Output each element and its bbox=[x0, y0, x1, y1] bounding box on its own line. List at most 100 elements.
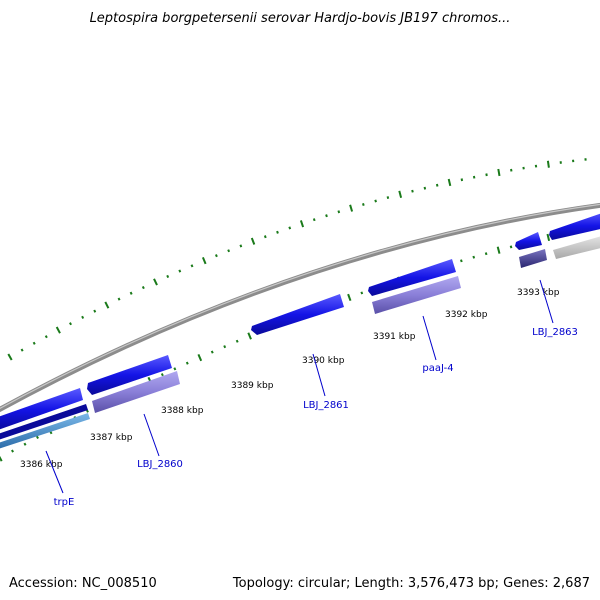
major-tick bbox=[247, 332, 252, 340]
minor-tick bbox=[510, 168, 513, 172]
minor-tick bbox=[20, 348, 24, 352]
major-tick bbox=[197, 353, 203, 362]
major-tick bbox=[153, 278, 158, 286]
minor-tick bbox=[86, 409, 89, 413]
minor-tick bbox=[190, 264, 194, 268]
major-tick bbox=[0, 455, 3, 462]
minor-tick bbox=[484, 252, 488, 256]
position-label: 3390 kbp bbox=[302, 356, 345, 366]
major-tick bbox=[347, 293, 352, 302]
minor-tick bbox=[239, 244, 243, 248]
gene-reverse-LBJ_2863[interactable] bbox=[519, 249, 547, 268]
major-tick bbox=[398, 190, 403, 198]
minor-tick bbox=[160, 373, 164, 377]
minor-tick bbox=[36, 435, 39, 439]
gene-reverse-trpE-lower[interactable] bbox=[0, 413, 90, 450]
minor-tick bbox=[129, 291, 133, 295]
major-tick bbox=[546, 160, 550, 168]
minor-tick bbox=[263, 235, 267, 239]
position-labels: 3386 kbp 3387 kbp 3388 kbp 3389 kbp 3390… bbox=[20, 288, 560, 470]
minor-tick bbox=[11, 449, 14, 453]
major-tick bbox=[7, 353, 13, 361]
minor-tick bbox=[185, 361, 189, 365]
gene-forward-trpE[interactable] bbox=[0, 388, 83, 431]
position-label: 3393 kbp bbox=[517, 288, 560, 298]
major-tick bbox=[201, 257, 207, 265]
minor-tick bbox=[32, 341, 36, 345]
minor-tick bbox=[223, 345, 227, 349]
gene-label-leaders bbox=[45, 279, 554, 494]
major-tick bbox=[546, 233, 551, 242]
minor-tick bbox=[312, 218, 316, 222]
minor-tick bbox=[435, 183, 439, 187]
minor-tick bbox=[214, 254, 218, 258]
minor-tick bbox=[81, 315, 85, 319]
forward-strand-genes bbox=[0, 212, 600, 431]
minor-tick bbox=[411, 189, 414, 193]
map-title: Leptospira borgpetersenii serovar Hardjo… bbox=[90, 11, 511, 26]
minor-tick bbox=[210, 350, 214, 354]
major-tick bbox=[55, 326, 61, 334]
gene-label-LBJ_2860[interactable]: LBJ_2860 bbox=[137, 459, 183, 470]
minor-tick bbox=[44, 335, 48, 339]
minor-tick bbox=[276, 230, 279, 234]
minor-tick bbox=[227, 249, 231, 253]
minor-tick bbox=[93, 309, 97, 313]
major-tick bbox=[299, 220, 305, 228]
chromosome-backbone-highlight bbox=[0, 203, 600, 409]
minor-tick bbox=[69, 322, 72, 326]
minor-tick bbox=[178, 269, 182, 273]
major-tick bbox=[497, 168, 501, 177]
minor-tick bbox=[485, 173, 488, 177]
gene-forward-paaJ-4[interactable] bbox=[368, 259, 456, 296]
minor-tick bbox=[374, 199, 377, 203]
gene-label-trpE[interactable]: trpE bbox=[54, 497, 75, 508]
gene-forward-small[interactable] bbox=[515, 232, 542, 250]
major-tick bbox=[349, 204, 354, 212]
gene-label-paaJ-4[interactable]: paaJ-4 bbox=[422, 363, 453, 374]
leader-line-paaJ-4 bbox=[422, 315, 437, 361]
inner-tick-track bbox=[0, 227, 587, 462]
gene-reverse-LBJ_2860[interactable] bbox=[92, 371, 180, 413]
minor-tick bbox=[325, 214, 328, 218]
position-label: 3391 kbp bbox=[373, 332, 416, 342]
position-label: 3388 kbp bbox=[161, 406, 204, 416]
minor-tick bbox=[173, 367, 177, 371]
major-tick bbox=[104, 301, 110, 309]
gene-labels: trpE LBJ_2860 LBJ_2861 paaJ-4 LBJ_2863 bbox=[54, 327, 578, 508]
accession-text: Accession: NC_008510 bbox=[9, 576, 157, 591]
gene-label-LBJ_2863[interactable]: LBJ_2863 bbox=[532, 327, 578, 338]
minor-tick bbox=[235, 339, 239, 343]
minor-tick bbox=[141, 285, 145, 290]
minor-tick bbox=[360, 291, 364, 295]
reverse-strand-genes bbox=[0, 235, 600, 450]
major-tick bbox=[250, 237, 256, 245]
gene-forward-LBJ_2863-region[interactable] bbox=[549, 212, 600, 240]
gene-reverse-grey[interactable] bbox=[553, 235, 600, 259]
minor-tick bbox=[472, 175, 476, 179]
position-label: 3386 kbp bbox=[20, 460, 63, 470]
outer-tick-track bbox=[7, 158, 587, 361]
position-label: 3389 kbp bbox=[231, 381, 274, 391]
gene-forward-LBJ_2860[interactable] bbox=[87, 355, 172, 395]
leader-line-LBJ_2861 bbox=[312, 353, 326, 397]
minor-tick bbox=[386, 196, 390, 200]
minor-tick bbox=[288, 226, 292, 230]
gene-reverse-paaJ-4[interactable] bbox=[372, 276, 461, 314]
chromosome-backbone bbox=[0, 202, 600, 413]
minor-tick bbox=[337, 210, 341, 214]
leader-line-LBJ_2860 bbox=[143, 413, 160, 457]
minor-tick bbox=[423, 186, 427, 190]
genome-summary-text: Topology: circular; Length: 3,576,473 bp… bbox=[232, 576, 590, 591]
minor-tick bbox=[472, 255, 476, 259]
minor-tick bbox=[460, 178, 464, 182]
minor-tick bbox=[509, 245, 513, 249]
minor-tick bbox=[23, 442, 27, 446]
gene-forward-LBJ_2861[interactable] bbox=[251, 294, 344, 335]
position-label: 3387 kbp bbox=[90, 433, 133, 443]
gene-label-LBJ_2861[interactable]: LBJ_2861 bbox=[303, 400, 349, 411]
gene-reverse-trpE-upper[interactable] bbox=[0, 404, 88, 441]
leader-line-LBJ_2863 bbox=[539, 279, 554, 324]
major-tick bbox=[447, 178, 452, 187]
